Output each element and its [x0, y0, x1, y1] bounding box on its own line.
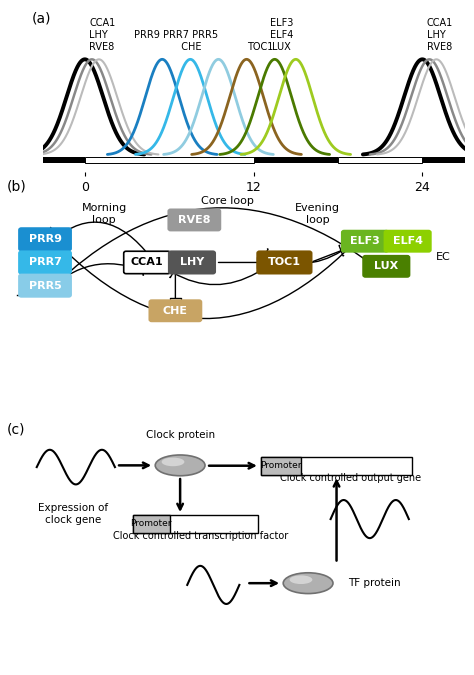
Ellipse shape — [290, 575, 312, 584]
Text: RVE8: RVE8 — [178, 215, 210, 225]
Bar — [338, 157, 422, 163]
Text: PRR5: PRR5 — [28, 281, 62, 291]
FancyBboxPatch shape — [363, 256, 410, 277]
Text: CCA1
LHY
RVE8: CCA1 LHY RVE8 — [427, 18, 453, 52]
Text: PRR9: PRR9 — [28, 234, 62, 244]
Bar — [261, 457, 412, 475]
FancyBboxPatch shape — [168, 209, 220, 231]
Text: TOC1: TOC1 — [246, 42, 273, 52]
Text: LUX: LUX — [374, 261, 399, 271]
FancyBboxPatch shape — [342, 231, 388, 252]
Text: Evening
loop: Evening loop — [295, 203, 340, 225]
Text: Clock controlled transcription factor: Clock controlled transcription factor — [113, 531, 288, 541]
FancyBboxPatch shape — [124, 251, 170, 273]
FancyBboxPatch shape — [19, 251, 71, 273]
Text: PRR9 PRR7 PRR5
          CHE: PRR9 PRR7 PRR5 CHE — [134, 30, 219, 52]
Text: LHY: LHY — [180, 257, 204, 267]
Bar — [43, 157, 85, 163]
Text: ELF3
ELF4
LUX: ELF3 ELF4 LUX — [270, 18, 293, 52]
Text: Morning
loop: Morning loop — [82, 203, 127, 225]
FancyBboxPatch shape — [384, 231, 431, 252]
Bar — [133, 515, 170, 533]
Text: (c): (c) — [7, 422, 26, 436]
Text: Clock protein: Clock protein — [146, 430, 215, 439]
Text: (a): (a) — [31, 11, 51, 26]
FancyBboxPatch shape — [19, 228, 71, 250]
Text: TOC1: TOC1 — [268, 257, 301, 267]
Text: Promoter: Promoter — [130, 520, 172, 529]
Text: TF protein: TF protein — [348, 578, 401, 588]
Text: Core loop: Core loop — [201, 196, 254, 206]
Text: Expression of
clock gene: Expression of clock gene — [38, 504, 109, 525]
FancyBboxPatch shape — [257, 251, 312, 273]
FancyBboxPatch shape — [19, 275, 71, 297]
Text: CHE: CHE — [163, 306, 188, 316]
FancyBboxPatch shape — [169, 251, 215, 273]
Text: ELF4: ELF4 — [392, 236, 423, 246]
Ellipse shape — [162, 458, 184, 466]
Text: (b): (b) — [7, 180, 27, 193]
Bar — [422, 157, 465, 163]
FancyBboxPatch shape — [149, 300, 201, 321]
Text: Clock controlled output gene: Clock controlled output gene — [280, 473, 421, 483]
Bar — [254, 157, 338, 163]
Bar — [85, 157, 254, 163]
Text: CCA1: CCA1 — [131, 257, 163, 267]
Text: CCA1
LHY
RVE8: CCA1 LHY RVE8 — [89, 18, 115, 52]
Bar — [261, 457, 301, 475]
Text: ELF3: ELF3 — [350, 236, 380, 246]
Text: EC: EC — [436, 252, 451, 262]
Bar — [133, 515, 258, 533]
Ellipse shape — [283, 573, 333, 593]
Text: PRR7: PRR7 — [28, 257, 62, 267]
Ellipse shape — [155, 455, 205, 476]
Text: Promoter: Promoter — [260, 461, 301, 470]
